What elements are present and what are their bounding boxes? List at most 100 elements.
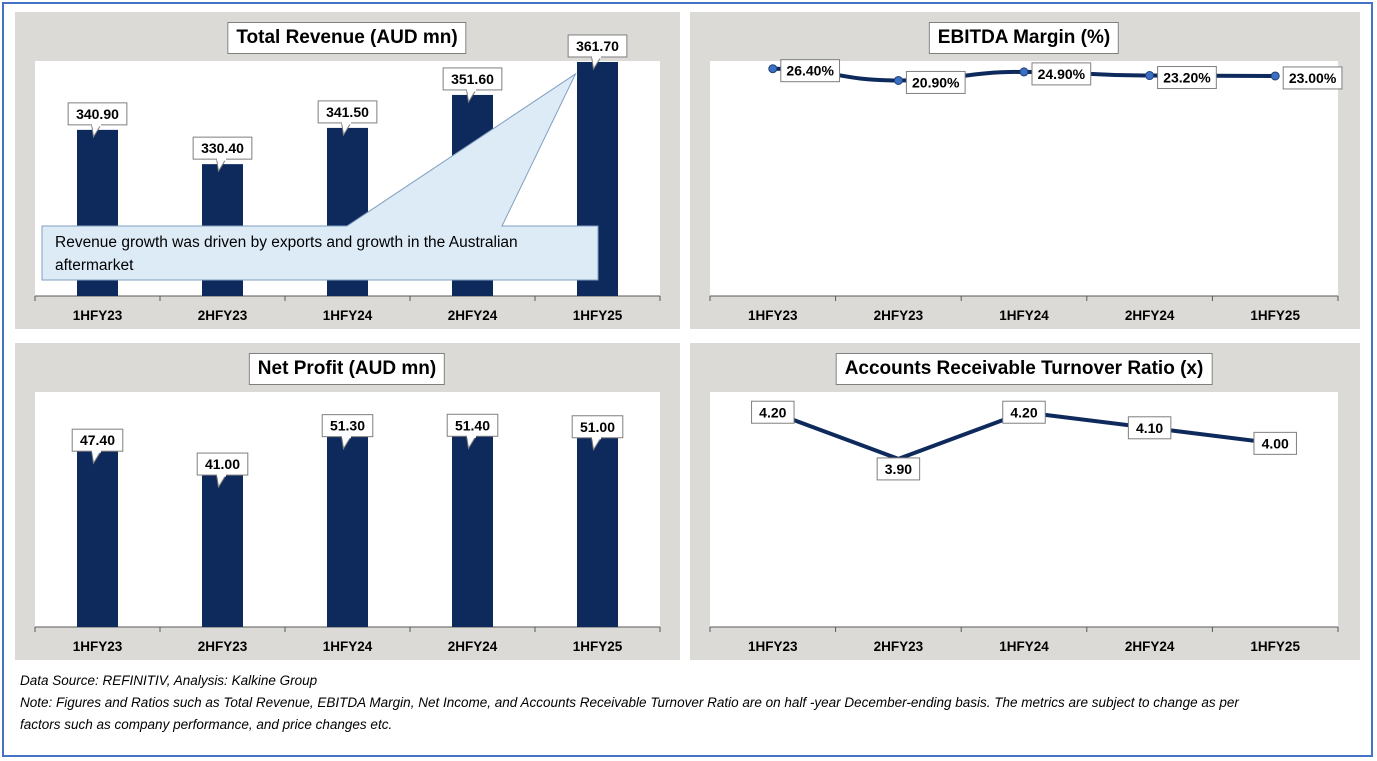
revenue-data-label-group: 341.50 [317,100,378,137]
ebitda-data-label: 24.90% [1038,66,1086,82]
ebitda-data-label: 23.00% [1289,70,1337,86]
revenue-x-tick-label: 2HFY23 [198,308,248,323]
ebitda-point [768,64,778,74]
ebitda-x-tick-label: 2HFY23 [874,308,924,323]
ebitda-chart-panel: EBITDA Margin (%) 1HFY23 2HFY23 1HFY24 2HFY… [690,12,1360,329]
netprofit-x-tick-label: 1HFY24 [323,639,373,654]
receivable-data-label-group: 3.90 [876,457,921,481]
ebitda-data-label: 26.40% [786,63,834,79]
revenue-annotation-callout: Revenue growth was driven by exports and… [41,72,599,281]
revenue-x-tick-label: 1HFY25 [573,308,623,323]
footer-note-line-2: factors such as company performance, and… [20,717,393,732]
netprofit-chart-panel: Net Profit (AUD mn) 1HFY23 2HFY23 1HFY24 2H… [15,343,680,660]
ebitda-point [893,75,903,85]
receivable-x-tick-label: 2HFY23 [874,639,924,654]
receivable-data-label: 3.90 [885,461,912,477]
receivable-data-label: 4.00 [1262,435,1289,451]
ebitda-data-label-box [1282,66,1343,90]
revenue-data-label-group: 330.40 [192,136,253,173]
receivable-data-label-box [1002,400,1046,424]
revenue-data-label-group: 351.60 [442,67,503,104]
revenue-data-label: 330.40 [201,140,244,156]
ebitda-point [1270,71,1280,81]
revenue-annotation-text: aftermarket [55,257,134,274]
receivable-data-label: 4.10 [1136,420,1163,436]
revenue-data-label: 341.50 [326,104,369,120]
receivable-x-tick-label: 1HFY25 [1250,639,1300,654]
netprofit-chart-svg: 1HFY23 2HFY23 1HFY24 2HFY24 1HFY25 47.40 41.00… [34,413,661,654]
netprofit-bar [327,435,368,627]
revenue-data-label-tail-joint [217,157,226,161]
ebitda-data-label-box [905,70,966,94]
receivable-data-label-box [751,400,795,424]
receivable-data-label-box [1253,431,1297,455]
revenue-chart-title: Total Revenue (AUD mn) [227,22,467,54]
netprofit-chart-title: Net Profit (AUD mn) [248,353,446,385]
netprofit-x-tick-label: 1HFY23 [73,639,123,654]
netprofit-data-label-tail-joint [592,436,601,440]
revenue-data-label: 351.60 [451,71,494,87]
footer-note-line-1: Note: Figures and Ratios such as Total R… [20,695,1239,710]
receivable-x-tick-label: 1HFY24 [999,639,1049,654]
receivable-data-label-box [876,457,921,481]
netprofit-bar [202,474,243,627]
netprofit-data-label: 41.00 [205,456,240,472]
receivable-data-label: 4.20 [1010,404,1037,420]
revenue-data-label-tail-joint [467,88,476,92]
ebitda-x-tick-label: 2HFY24 [1125,308,1175,323]
netprofit-data-label: 51.30 [330,418,365,434]
netprofit-data-label-group: 41.00 [196,452,249,489]
revenue-data-label-group: 361.70 [567,34,628,71]
netprofit-data-label: 47.40 [80,432,115,448]
netprofit-x-tick-label: 1HFY25 [573,639,623,654]
netprofit-data-label-tail-joint [342,435,351,439]
netprofit-data-label-tail-joint [92,449,101,453]
ebitda-x-tick-label: 1HFY25 [1250,308,1300,323]
receivable-data-label-group: 4.20 [751,400,795,424]
revenue-chart-svg: 1HFY23 2HFY23 1HFY24 2HFY24 1HFY25 340.90 330.… [34,34,661,323]
ebitda-plot-area [710,61,1338,296]
revenue-data-label: 361.70 [576,38,619,54]
netprofit-bar [577,436,618,627]
revenue-data-label-tail-joint [342,121,351,125]
ebitda-x-tick-label: 1HFY24 [999,308,1049,323]
ebitda-chart-svg: 1HFY23 2HFY23 1HFY24 2HFY24 1HFY25 26.40% 20.9… [709,59,1343,323]
receivable-chart-panel: Accounts Receivable Turnover Ratio (x) 1… [690,343,1360,660]
ebitda-data-label-group: 20.90% [905,70,966,94]
receivable-x-tick-label: 1HFY23 [748,639,798,654]
netprofit-x-tick-label: 2HFY24 [448,639,498,654]
receivable-plot-area [710,392,1338,627]
netprofit-data-label-group: 51.00 [571,415,624,452]
netprofit-data-label-group: 51.30 [321,414,374,451]
netprofit-x-tick-label: 2HFY23 [198,639,248,654]
ebitda-data-label-group: 26.40% [780,59,841,83]
netprofit-bar [77,450,118,627]
revenue-data-label-tail-joint [92,123,101,127]
ebitda-data-label-box [1157,66,1217,90]
ebitda-data-label: 23.20% [1163,70,1211,86]
ebitda-data-label: 20.90% [912,74,960,90]
ebitda-point [1145,71,1155,81]
receivable-chart-svg: 1HFY23 2HFY23 1HFY24 2HFY24 1HFY25 4.20 3.90 4.… [709,400,1339,654]
revenue-x-tick-label: 1HFY23 [73,308,123,323]
netprofit-data-label-tail-joint [217,473,226,477]
revenue-chart-panel: Total Revenue (AUD mn) 1HFY23 2HFY23 1HFY2… [15,12,680,329]
ebitda-data-label-box [1031,62,1092,86]
receivable-data-label-box [1127,416,1172,440]
ebitda-data-label-group: 23.20% [1157,66,1217,90]
data-source-text: Data Source: REFINITIV, Analysis: Kalkin… [20,673,318,688]
netprofit-data-label-tail-joint [467,434,476,438]
receivable-x-tick-label: 2HFY24 [1125,639,1175,654]
ebitda-x-tick-label: 1HFY23 [748,308,798,323]
revenue-x-tick-label: 1HFY24 [323,308,373,323]
netprofit-data-label-group: 51.40 [446,413,499,450]
revenue-data-label: 340.90 [76,106,119,122]
revenue-data-label-group: 340.90 [67,102,128,139]
ebitda-data-label-group: 23.00% [1282,66,1343,90]
netprofit-data-label: 51.40 [455,417,490,433]
netprofit-data-label-group: 47.40 [71,428,124,465]
ebitda-point [1019,67,1029,77]
receivable-chart-title: Accounts Receivable Turnover Ratio (x) [835,353,1213,385]
revenue-data-label-tail-joint [592,55,601,59]
receivable-data-label: 4.20 [759,404,786,420]
